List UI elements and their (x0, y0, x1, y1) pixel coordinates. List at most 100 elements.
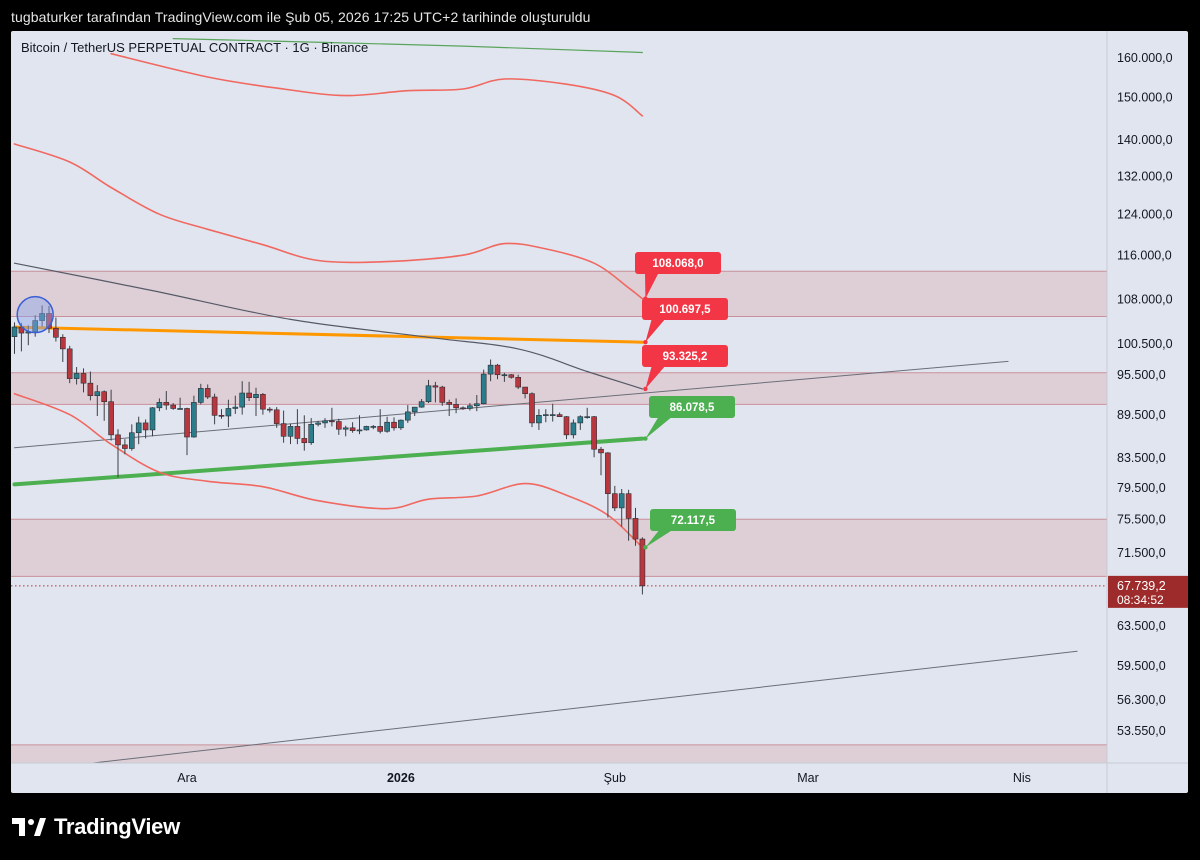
candle-body (260, 394, 266, 410)
level-label-box (642, 298, 728, 320)
candle-body (439, 386, 446, 403)
zone-rect (11, 372, 1107, 405)
candle-body (108, 401, 114, 436)
candle-body (204, 388, 211, 398)
candle-body (611, 493, 618, 509)
candle-body (363, 426, 370, 431)
zone-rect (11, 271, 1107, 317)
candle-body (273, 409, 280, 424)
candle-body (563, 416, 570, 436)
candle-body (577, 416, 584, 424)
level-label-box (650, 509, 736, 531)
level-label-text: 72.117,5 (671, 515, 716, 527)
band-lower-line (13, 392, 644, 549)
price-tick-label: 108.000,0 (1117, 293, 1173, 307)
candle-body (508, 374, 515, 378)
candle-body (411, 406, 418, 413)
trend-upper-line (14, 360, 1009, 449)
level-label-text: 108.068,0 (652, 258, 703, 270)
time-tick-label: 2026 (387, 771, 415, 785)
current-price-value: 67.739,2 (1117, 579, 1166, 593)
candle-body (460, 407, 466, 410)
current-price-badge: 67.739,208:34:52 (1108, 575, 1188, 608)
price-tick-label: 140.000,0 (1117, 133, 1173, 147)
candle-body (446, 402, 453, 405)
level-label-red: 100.697,5 (642, 298, 728, 345)
candle-body (570, 422, 577, 436)
level-label-box (649, 396, 735, 418)
level-label-box (642, 345, 728, 367)
level-label-pointer (645, 416, 673, 439)
current-price-countdown: 08:34:52 (1117, 593, 1164, 607)
level-label-red: 93.325,2 (642, 345, 728, 392)
zone-rect (11, 744, 1107, 763)
price-tick-label: 150.000,0 (1117, 91, 1173, 105)
candle-body (308, 424, 315, 444)
candle-body (218, 415, 225, 417)
candle-body (280, 423, 287, 437)
candle-body (480, 373, 487, 405)
candle-body (294, 426, 301, 439)
candle-body (211, 396, 218, 416)
candle-body (549, 414, 556, 416)
level-label-pointer (645, 529, 674, 548)
price-tick-label: 83.500,0 (1117, 451, 1166, 465)
candle-body (39, 313, 45, 321)
time-tick-label: Mar (797, 771, 819, 785)
trend-lower-line (88, 650, 1078, 763)
candle-body (370, 426, 377, 428)
candle-body (487, 364, 494, 375)
current-price-badge-bg (1108, 575, 1188, 608)
zone-rect (11, 519, 1107, 577)
candle-body (163, 402, 170, 406)
candle-body (253, 394, 259, 398)
chart-panel[interactable]: 108.068,0 100.697,5 93.325,2 86.078,5 72.117… (11, 31, 1188, 793)
price-tick-label: 71.500,0 (1117, 546, 1166, 560)
level-label-anchor (643, 545, 648, 550)
candle-body (198, 388, 204, 403)
level-label-pointer (645, 272, 659, 299)
price-tick-label: 124.000,0 (1117, 208, 1173, 222)
level-label-text: 100.697,5 (659, 304, 711, 316)
level-label-red: 108.068,0 (635, 252, 721, 301)
candle-body (101, 391, 107, 403)
candle-body (11, 326, 18, 337)
candle-body (149, 407, 156, 431)
price-tick-label: 160.000,0 (1117, 51, 1173, 65)
candle-body (494, 364, 501, 376)
candle-body (232, 406, 239, 409)
candle-body (453, 404, 459, 409)
tradingview-wordmark: TradingView (54, 814, 180, 839)
tradingview-logo-icon (12, 818, 46, 836)
candle-body (515, 377, 522, 388)
candle-body (73, 373, 80, 379)
level-label-green: 86.078,5 (643, 396, 735, 441)
candle-body (618, 493, 625, 509)
level-label-green: 72.117,5 (643, 509, 736, 550)
candle-body (501, 374, 508, 377)
candle-body (467, 405, 473, 409)
level-label-text: 86.078,5 (670, 402, 715, 414)
level-label-anchor (643, 339, 648, 345)
candle-body (129, 432, 135, 449)
level-label-anchor (643, 386, 648, 392)
ema-green-line (12, 436, 645, 487)
candle-body (639, 538, 646, 587)
candlestick-chart[interactable]: 108.068,0 100.697,5 93.325,2 86.078,5 72.117… (11, 31, 1188, 793)
candle-body (349, 427, 356, 431)
price-tick-label: 89.500,0 (1117, 408, 1166, 422)
candle-body (225, 408, 232, 417)
top-green-line (172, 38, 643, 54)
price-tick-label: 75.500,0 (1117, 513, 1166, 527)
candle-body (115, 434, 121, 446)
candle-body (473, 403, 480, 407)
level-label-anchor (643, 436, 648, 441)
candle-body (239, 392, 245, 408)
candle-body (556, 414, 563, 417)
candle-body (418, 401, 425, 408)
price-tick-label: 63.500,0 (1117, 619, 1166, 633)
price-tick-label: 95.500,0 (1117, 368, 1166, 382)
candle-body (59, 336, 66, 350)
candle-body (398, 419, 404, 429)
candle-body (329, 420, 335, 423)
